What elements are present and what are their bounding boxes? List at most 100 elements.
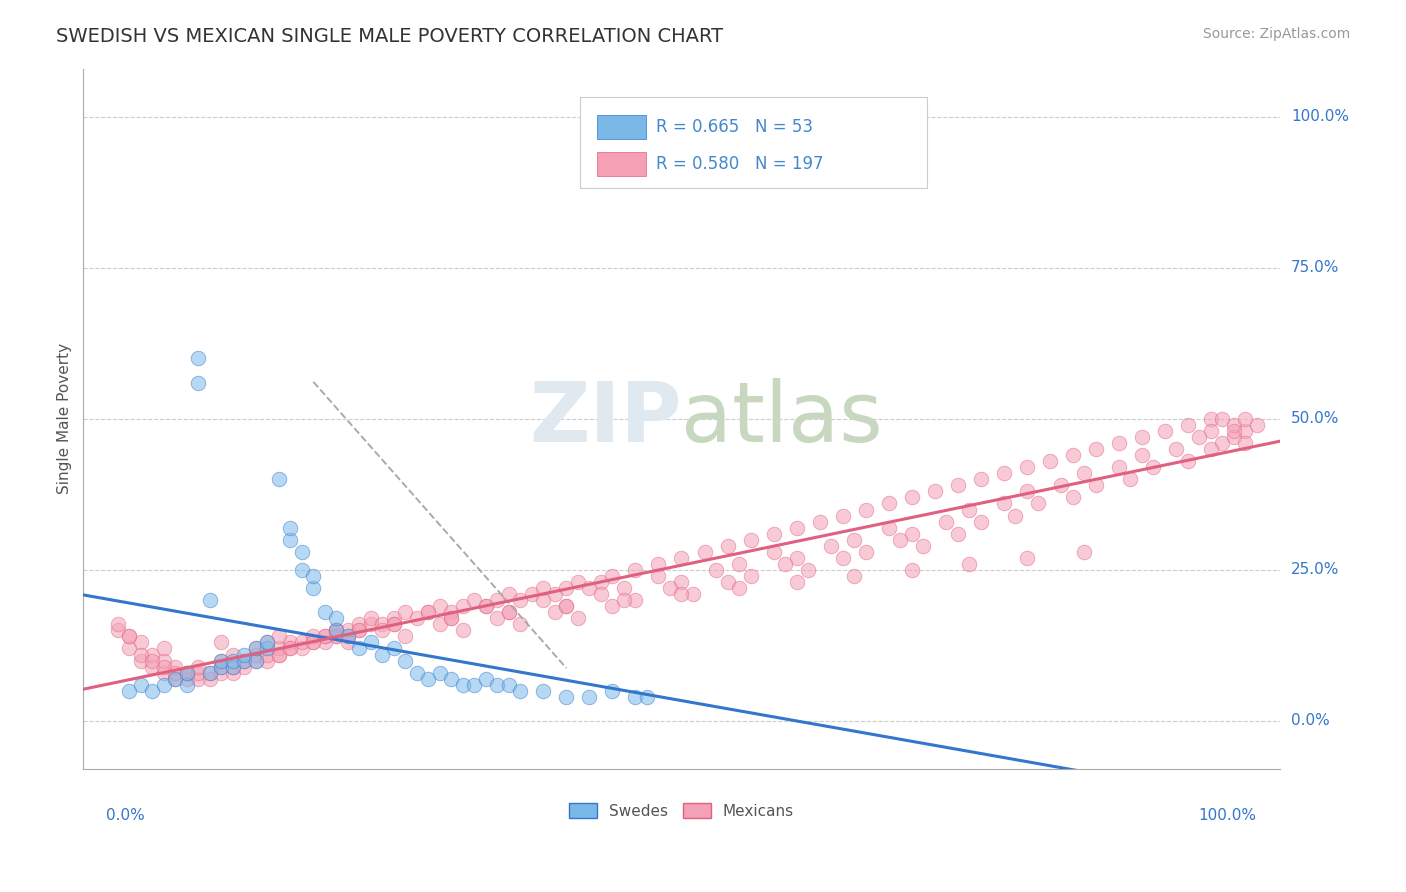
Point — [1177, 454, 1199, 468]
Point — [406, 611, 429, 625]
Point — [141, 654, 163, 668]
Point — [291, 545, 314, 559]
Point — [371, 648, 394, 662]
Point — [153, 678, 176, 692]
Point — [209, 654, 232, 668]
Point — [336, 629, 359, 643]
FancyBboxPatch shape — [596, 152, 645, 176]
Point — [176, 672, 198, 686]
Point — [693, 545, 716, 559]
Point — [153, 665, 176, 680]
Point — [325, 629, 347, 643]
Point — [233, 654, 256, 668]
Point — [245, 641, 267, 656]
Point — [544, 587, 567, 601]
Point — [349, 624, 371, 638]
Text: Source: ZipAtlas.com: Source: ZipAtlas.com — [1202, 27, 1350, 41]
Point — [187, 665, 209, 680]
Point — [877, 521, 900, 535]
Point — [209, 635, 232, 649]
Point — [129, 635, 152, 649]
Point — [589, 574, 612, 589]
Point — [1246, 417, 1268, 432]
Point — [1211, 436, 1233, 450]
Point — [624, 690, 647, 704]
Point — [349, 617, 371, 632]
Point — [1234, 412, 1257, 426]
Point — [900, 526, 922, 541]
Point — [762, 545, 785, 559]
Point — [808, 515, 831, 529]
Y-axis label: Single Male Poverty: Single Male Poverty — [58, 343, 72, 494]
Point — [256, 648, 278, 662]
Point — [1039, 454, 1062, 468]
Point — [969, 472, 991, 486]
Point — [394, 605, 416, 619]
Point — [463, 593, 485, 607]
Text: R = 0.580   N = 197: R = 0.580 N = 197 — [657, 155, 824, 173]
Point — [233, 648, 256, 662]
Point — [165, 672, 187, 686]
Text: 0.0%: 0.0% — [107, 808, 145, 823]
Point — [209, 659, 232, 673]
Point — [589, 587, 612, 601]
Point — [636, 690, 658, 704]
Point — [475, 672, 498, 686]
Point — [671, 550, 693, 565]
Point — [946, 526, 969, 541]
Point — [107, 624, 129, 638]
Text: 100.0%: 100.0% — [1291, 110, 1348, 124]
Point — [291, 641, 314, 656]
Point — [314, 605, 336, 619]
Point — [187, 376, 209, 390]
Text: 25.0%: 25.0% — [1291, 563, 1339, 577]
Point — [486, 593, 509, 607]
Point — [1015, 460, 1038, 475]
Point — [1062, 448, 1084, 462]
Point — [165, 665, 187, 680]
Point — [176, 665, 198, 680]
FancyBboxPatch shape — [579, 96, 927, 187]
Point — [602, 683, 624, 698]
Point — [498, 678, 520, 692]
Point — [394, 654, 416, 668]
Point — [1050, 478, 1073, 492]
Point — [533, 581, 555, 595]
Point — [153, 641, 176, 656]
Point — [107, 617, 129, 632]
Point — [740, 569, 762, 583]
Point — [728, 581, 751, 595]
Point — [382, 611, 405, 625]
Point — [209, 665, 232, 680]
Point — [1073, 545, 1095, 559]
Point — [314, 635, 336, 649]
Point — [245, 654, 267, 668]
Point — [153, 654, 176, 668]
Point — [245, 641, 267, 656]
Point — [256, 635, 278, 649]
Point — [267, 472, 290, 486]
Point — [671, 587, 693, 601]
Point — [935, 515, 957, 529]
Text: 100.0%: 100.0% — [1199, 808, 1257, 823]
Point — [360, 611, 382, 625]
Point — [912, 539, 935, 553]
Point — [855, 545, 877, 559]
Point — [797, 563, 820, 577]
Point — [1199, 412, 1222, 426]
Point — [129, 654, 152, 668]
Point — [291, 563, 314, 577]
Point — [969, 515, 991, 529]
Point — [245, 654, 267, 668]
Point — [141, 683, 163, 698]
Point — [165, 659, 187, 673]
Point — [222, 659, 245, 673]
Point — [187, 351, 209, 366]
Point — [486, 611, 509, 625]
Point — [451, 599, 474, 614]
Point — [440, 605, 463, 619]
Point — [209, 654, 232, 668]
Point — [555, 581, 578, 595]
Point — [187, 659, 209, 673]
Point — [451, 678, 474, 692]
